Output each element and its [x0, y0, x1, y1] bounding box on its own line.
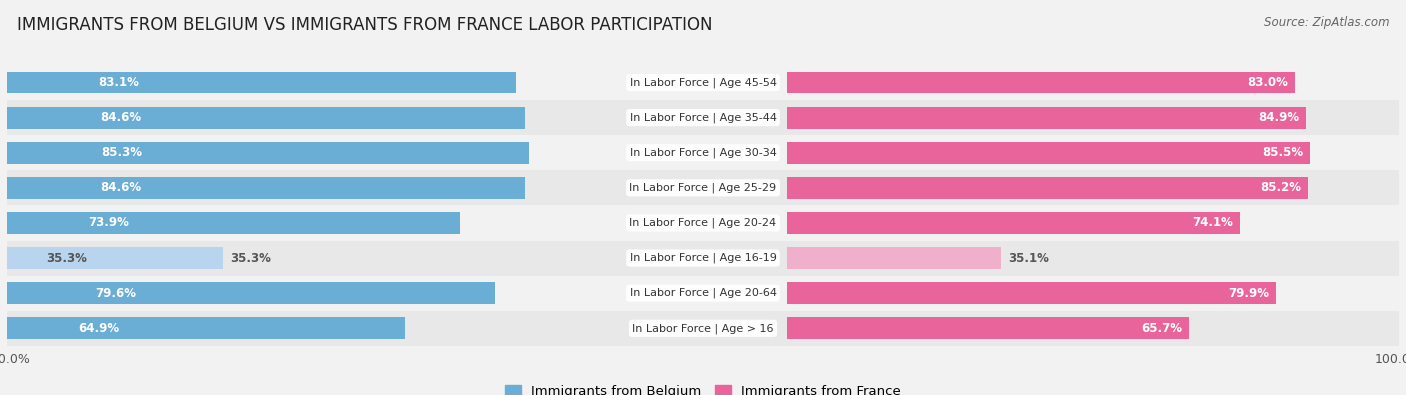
Text: 84.6%: 84.6%: [100, 181, 142, 194]
Bar: [786, 71, 1295, 93]
Text: In Labor Force | Age > 16: In Labor Force | Age > 16: [633, 323, 773, 333]
Bar: [7, 282, 495, 304]
Bar: [0, 65, 1406, 100]
Bar: [786, 107, 1306, 128]
Bar: [7, 107, 526, 128]
Text: 85.3%: 85.3%: [101, 146, 142, 159]
Text: In Labor Force | Age 30-34: In Labor Force | Age 30-34: [630, 147, 776, 158]
Bar: [0, 241, 1406, 276]
Bar: [786, 247, 1001, 269]
Bar: [0, 205, 1406, 241]
Bar: [7, 318, 405, 339]
Text: In Labor Force | Age 20-24: In Labor Force | Age 20-24: [630, 218, 776, 228]
Legend: Immigrants from Belgium, Immigrants from France: Immigrants from Belgium, Immigrants from…: [499, 380, 907, 395]
Text: 64.9%: 64.9%: [79, 322, 120, 335]
Bar: [7, 212, 460, 234]
Text: 65.7%: 65.7%: [1140, 322, 1182, 335]
Bar: [786, 318, 1189, 339]
Text: 35.1%: 35.1%: [1008, 252, 1049, 265]
Text: 85.5%: 85.5%: [1263, 146, 1303, 159]
Bar: [0, 170, 1406, 205]
Text: 73.9%: 73.9%: [89, 216, 129, 229]
Bar: [786, 177, 1309, 199]
Bar: [0, 276, 1406, 311]
Text: 83.1%: 83.1%: [98, 76, 139, 89]
Text: In Labor Force | Age 45-54: In Labor Force | Age 45-54: [630, 77, 776, 88]
Bar: [7, 247, 224, 269]
Text: 85.2%: 85.2%: [1260, 181, 1302, 194]
Text: In Labor Force | Age 25-29: In Labor Force | Age 25-29: [630, 182, 776, 193]
Text: 79.9%: 79.9%: [1227, 287, 1268, 300]
Bar: [7, 71, 516, 93]
Text: Source: ZipAtlas.com: Source: ZipAtlas.com: [1264, 16, 1389, 29]
Bar: [0, 135, 1406, 170]
Bar: [0, 100, 1406, 135]
Bar: [786, 212, 1240, 234]
Text: 84.9%: 84.9%: [1258, 111, 1299, 124]
Bar: [786, 142, 1310, 164]
Text: In Labor Force | Age 20-64: In Labor Force | Age 20-64: [630, 288, 776, 299]
Bar: [7, 142, 530, 164]
Bar: [786, 282, 1275, 304]
Text: 35.3%: 35.3%: [46, 252, 87, 265]
Bar: [7, 177, 526, 199]
Text: 74.1%: 74.1%: [1192, 216, 1233, 229]
Text: IMMIGRANTS FROM BELGIUM VS IMMIGRANTS FROM FRANCE LABOR PARTICIPATION: IMMIGRANTS FROM BELGIUM VS IMMIGRANTS FR…: [17, 16, 713, 34]
Text: In Labor Force | Age 35-44: In Labor Force | Age 35-44: [630, 112, 776, 123]
Bar: [0, 311, 1406, 346]
Text: 79.6%: 79.6%: [94, 287, 136, 300]
Text: 84.6%: 84.6%: [100, 111, 142, 124]
Text: 35.3%: 35.3%: [231, 252, 271, 265]
Text: 83.0%: 83.0%: [1247, 76, 1288, 89]
Text: In Labor Force | Age 16-19: In Labor Force | Age 16-19: [630, 253, 776, 263]
